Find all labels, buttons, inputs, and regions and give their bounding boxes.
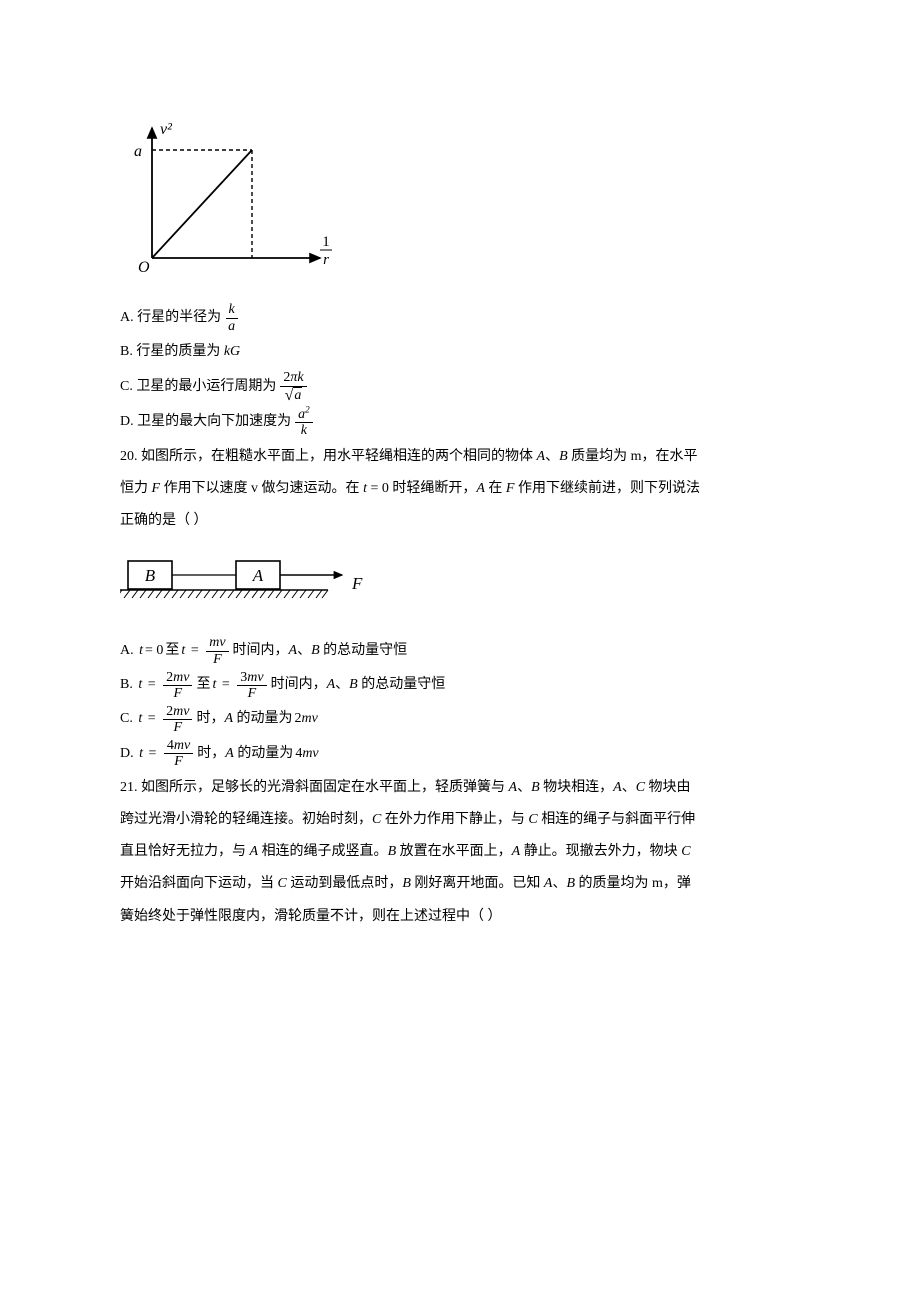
q20-option-a: A. t = 0 至 t = mv F 时间内，A、B 的总动量守恒 (120, 635, 800, 667)
q19-optD-text: D. 卫星的最大向下加速度为 (120, 406, 291, 438)
q21-stem-line2: 跨过光滑小滑轮的轻绳连接。初始时刻，C 在外力作用下静止，与 C 相连的绳子与斜… (120, 804, 800, 836)
q20-stem-line1: 20. 如图所示，在粗糙水平面上，用水平轻绳相连的两个相同的物体 A、B 质量均… (120, 441, 800, 473)
q20-option-d: D. t = 4mv F 时，A 的动量为 4mv (120, 738, 800, 770)
svg-text:1: 1 (322, 234, 330, 250)
q19-option-d: D. 卫星的最大向下加速度为 a2 k (120, 406, 800, 438)
q20-force-label: F (351, 574, 363, 593)
q20-option-b: B. t = 2mv F 至 t = 3mv F 时间内，A、B 的总动量守恒 (120, 669, 800, 701)
graph-y-tick: a (134, 143, 142, 160)
q20-box-b-label: B (145, 566, 156, 585)
q20-diagram: B A F (120, 553, 370, 611)
q21-stem-line4: 开始沿斜面向下运动，当 C 运动到最低点时，B 刚好离开地面。已知 A、B 的质… (120, 868, 800, 900)
q20-stem-line3: 正确的是（ ） (120, 505, 800, 537)
q20-stem-line2: 恒力 F 作用下以速度 v 做匀速运动。在 t = 0 时轻绳断开，A 在 F … (120, 473, 800, 505)
q19-optC-text: C. 卫星的最小运行周期为 (120, 371, 276, 403)
q21-stem-line5: 簧始终处于弹性限度内，滑轮质量不计，则在上述过程中（ ） (120, 901, 800, 933)
q19-optA-frac: k a (225, 302, 238, 334)
q19-optD-frac: a2 k (295, 407, 313, 439)
q19-optB-text: B. 行星的质量为 kG (120, 336, 240, 368)
q21-stem-line1: 21. 如图所示，足够长的光滑斜面固定在水平面上，轻质弹簧与 A、B 物块相连，… (120, 772, 800, 804)
q19-graph: O v² a 1 r (116, 120, 336, 284)
q19-option-a: A. 行星的半径为 k a (120, 302, 800, 334)
q21-stem-line3: 直且恰好无拉力，与 A 相连的绳子成竖直。B 放置在水平面上，A 静止。现撤去外… (120, 836, 800, 868)
graph-x-label: 1 r (320, 234, 332, 268)
q20-option-c: C. t = 2mv F 时，A 的动量为 2mv (120, 703, 800, 735)
q19-optA-text: A. 行星的半径为 (120, 302, 221, 334)
svg-text:r: r (323, 252, 329, 268)
q19-optC-frac: 2πk √a (280, 370, 306, 404)
graph-origin-label: O (138, 259, 150, 276)
q20-box-a-label: A (252, 566, 264, 585)
q19-option-c: C. 卫星的最小运行周期为 2πk √a (120, 370, 800, 404)
graph-y-label: v² (160, 121, 173, 138)
page: O v² a 1 r A. 行星的半径为 k a B. 行星的质量为 kG C.… (0, 0, 920, 1133)
q19-option-b: B. 行星的质量为 kG (120, 336, 800, 368)
